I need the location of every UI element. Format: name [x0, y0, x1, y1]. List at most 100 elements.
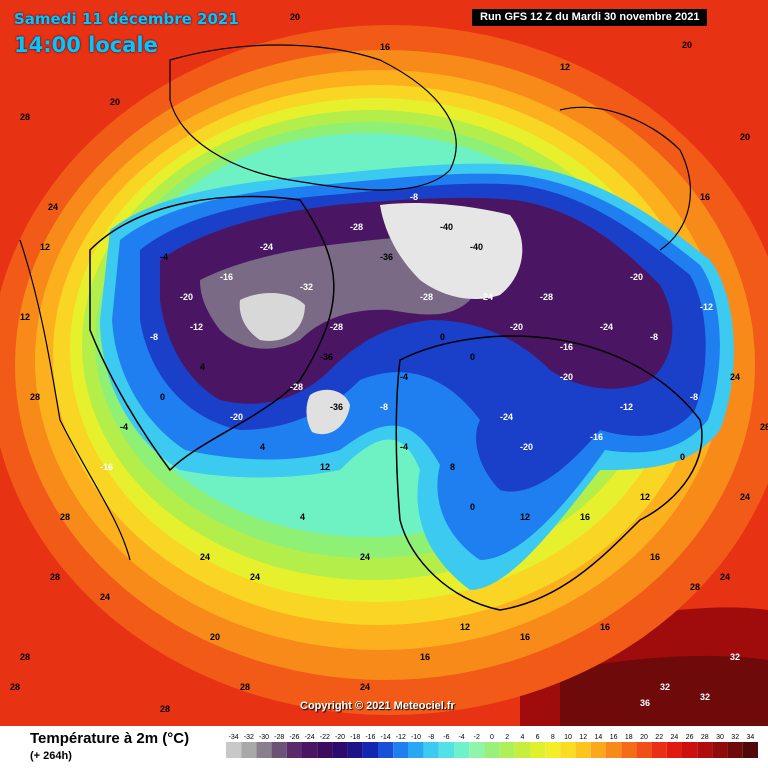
temperature-value-label: 24 — [720, 572, 730, 582]
scale-tick-label: 0 — [490, 734, 494, 741]
scale-swatch — [226, 742, 242, 758]
temperature-value-label: -32 — [300, 282, 313, 292]
scale-tick-label: 16 — [610, 734, 618, 741]
temperature-value-label: -28 — [540, 292, 553, 302]
temperature-value-label: 28 — [20, 652, 30, 662]
scale-tick-label: 14 — [595, 734, 603, 741]
temperature-value-label: -8 — [380, 402, 388, 412]
temperature-value-label: -16 — [100, 462, 113, 472]
scale-tick-label: 22 — [655, 734, 663, 741]
scale-tick-label: -34 — [229, 734, 239, 741]
temperature-value-label: -24 — [260, 242, 273, 252]
temperature-value-label: 16 — [580, 512, 590, 522]
temperature-value-label: -20 — [560, 372, 573, 382]
scale-swatch — [317, 742, 333, 758]
temperature-value-label: -28 — [350, 222, 363, 232]
scale-tick-label: 8 — [551, 734, 555, 741]
temperature-value-label: -8 — [410, 192, 418, 202]
temperature-value-label: 20 — [110, 97, 120, 107]
temperature-value-label: -40 — [440, 222, 453, 232]
scale-tick-label: -32 — [244, 734, 254, 741]
forecast-date: Samedi 11 décembre 2021 — [14, 10, 239, 28]
scale-tick-label: 2 — [505, 734, 509, 741]
temperature-value-label: -4 — [120, 422, 128, 432]
temperature-value-label: 8 — [450, 462, 455, 472]
scale-swatch — [651, 742, 667, 758]
temperature-value-label: -24 — [500, 412, 513, 422]
scale-swatch — [408, 742, 424, 758]
temperature-value-label: 28 — [20, 112, 30, 122]
temperature-value-label: 12 — [640, 492, 650, 502]
scale-swatch — [666, 742, 682, 758]
scale-swatch — [362, 742, 378, 758]
temperature-value-label: -20 — [510, 322, 523, 332]
temperature-value-label: -24 — [600, 322, 613, 332]
scale-tick-label: -4 — [458, 734, 464, 741]
temperature-value-label: -36 — [330, 402, 343, 412]
forecast-time: 14:00 locale — [14, 33, 158, 57]
scale-tick-label: -8 — [428, 734, 434, 741]
scale-tick-label: -24 — [305, 734, 315, 741]
scale-swatch — [271, 742, 287, 758]
scale-tick-label: 26 — [686, 734, 694, 741]
temperature-value-label: -8 — [150, 332, 158, 342]
temperature-value-label: 4 — [300, 512, 305, 522]
temperature-value-label: 20 — [740, 132, 750, 142]
temperature-value-label: -16 — [560, 342, 573, 352]
temperature-value-label: 32 — [700, 692, 710, 702]
temperature-value-label: 24 — [360, 682, 370, 692]
copyright-notice: Copyright © 2021 Meteociel.fr — [300, 700, 455, 712]
forecast-lead: (+ 264h) — [30, 750, 72, 762]
temperature-value-label: -16 — [590, 432, 603, 442]
scale-tick-label: 28 — [701, 734, 709, 741]
temperature-value-label: -24 — [480, 292, 493, 302]
temperature-value-label: 12 — [40, 242, 50, 252]
temperature-value-label: 28 — [60, 512, 70, 522]
temperature-value-label: 24 — [250, 572, 260, 582]
temperature-value-label: -8 — [650, 332, 658, 342]
scale-swatch — [545, 742, 561, 758]
temperature-value-label: -28 — [330, 322, 343, 332]
scale-tick-label: 18 — [625, 734, 633, 741]
scale-tick-label: -28 — [274, 734, 284, 741]
color-scale: -34 -32 -30 -28 -26 -24 -22 -20 -18 -16 -14 -12 -10-… — [226, 734, 758, 758]
temperature-value-label: -12 — [190, 322, 203, 332]
temperature-value-label: 20 — [210, 632, 220, 642]
temperature-value-label: 24 — [48, 202, 58, 212]
temperature-value-label: -36 — [380, 252, 393, 262]
temperature-value-label: -40 — [470, 242, 483, 252]
temperature-value-label: 28 — [10, 682, 20, 692]
temperature-value-label: 24 — [730, 372, 740, 382]
temperature-value-label: -12 — [620, 402, 633, 412]
temperature-value-label: 20 — [682, 40, 692, 50]
temperature-value-label: -12 — [700, 302, 713, 312]
scale-swatch — [621, 742, 637, 758]
temperature-value-label: 0 — [160, 392, 165, 402]
scale-swatch — [712, 742, 728, 758]
temperature-value-label: 24 — [740, 492, 750, 502]
scale-swatch — [606, 742, 622, 758]
scale-tick-label: -26 — [289, 734, 299, 741]
temperature-value-label: 28 — [50, 572, 60, 582]
temperature-value-label: 24 — [360, 552, 370, 562]
temperature-value-label: -4 — [400, 442, 408, 452]
scale-tick-label: -6 — [443, 734, 449, 741]
temperature-value-label: -8 — [690, 392, 698, 402]
temperature-labels: 20 20 20 24 12 12 16 12 -16 28 28 28 24 16 -20 -24 -20 -2… — [10, 12, 768, 714]
temperature-value-label: 0 — [470, 352, 475, 362]
scale-tick-label: -20 — [335, 734, 345, 741]
temperature-value-label: 16 — [600, 622, 610, 632]
scale-swatch — [347, 742, 363, 758]
scale-swatch — [514, 742, 530, 758]
temperature-value-label: -20 — [230, 412, 243, 422]
scale-swatch — [636, 742, 652, 758]
scale-swatch — [286, 742, 302, 758]
scale-tick-label: -30 — [259, 734, 269, 741]
temperature-value-label: 28 — [690, 582, 700, 592]
temperature-value-label: 0 — [680, 452, 685, 462]
scale-tick-label: 24 — [671, 734, 679, 741]
scale-swatch — [682, 742, 698, 758]
scale-swatch — [697, 742, 713, 758]
scale-tick-label: 32 — [731, 734, 739, 741]
map-canvas: 20 20 20 24 12 12 16 12 -16 28 28 28 24 16 -20 -24 -20 -2… — [0, 0, 768, 726]
